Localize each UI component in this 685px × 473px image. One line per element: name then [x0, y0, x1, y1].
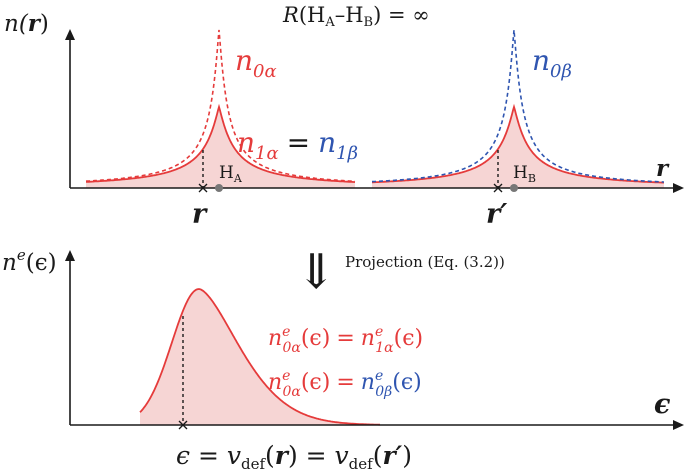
point-rprime-label: r′ [486, 199, 507, 230]
bottom-x-label: ϵ [654, 389, 671, 420]
projection: ⇓ Projection (Eq. (3.2)) [296, 244, 505, 300]
curve-n0-alpha [85, 29, 355, 183]
top-y-arrow [65, 29, 75, 40]
nucleus-b-dot [510, 184, 518, 192]
curve-ne [139, 288, 380, 426]
label-n1-equality: n1α = n1β [237, 126, 358, 164]
top-panel: n(r) r n0α n0β n1α = n1β HA HB r r′ [4, 10, 684, 230]
title-dash: –H [335, 3, 364, 27]
label-n0-beta: n0β [532, 44, 572, 82]
title: R(HA–HB) = ∞ [282, 3, 430, 30]
bottom-y-label: ne(ϵ) [2, 246, 57, 276]
title-r: R [282, 3, 299, 27]
projection-label: Projection (Eq. (3.2)) [345, 253, 505, 271]
bottom-x-arrow [673, 420, 684, 430]
title-sub-b: B [364, 15, 374, 30]
bottom-panel: ne(ϵ) ϵ ne 0α(ϵ) = ne 1α(ϵ) ne 0α(ϵ) = ne 0β(ϵ) … [2, 246, 684, 473]
fill-ne [140, 289, 380, 425]
curve-n0-beta [372, 29, 664, 183]
point-r-label: r [192, 199, 208, 230]
rprime-cross-mark [493, 183, 503, 193]
title-sub-a: A [324, 15, 335, 30]
r-cross-mark [198, 183, 208, 193]
label-n0-alpha: n0α [235, 44, 277, 82]
bottom-y-arrow [65, 250, 75, 261]
equation-2: ne 0α(ϵ) = ne 0β(ϵ) [268, 368, 422, 400]
nucleus-b-label: HB [513, 163, 536, 185]
nucleus-a-label: HA [219, 163, 243, 185]
eps-cross-mark [178, 420, 188, 430]
curve-n1-beta [372, 103, 664, 184]
projection-arrow: ⇓ [296, 244, 336, 300]
top-x-arrow [673, 183, 684, 193]
title-open: (H [299, 3, 326, 27]
nucleus-a-dot [215, 184, 223, 192]
title-close: ) = ∞ [373, 3, 430, 27]
equation-1: ne 0α(ϵ) = ne 1α(ϵ) [268, 324, 423, 356]
fill-n1-left [86, 107, 355, 188]
bottom-equation: ϵ = vdef(r) = vdef(r′) [176, 441, 412, 473]
fill-n1-right [372, 107, 664, 188]
top-y-label: n(r) [4, 10, 49, 37]
top-x-label: r [656, 155, 670, 182]
curve-n1-alpha [86, 103, 356, 183]
